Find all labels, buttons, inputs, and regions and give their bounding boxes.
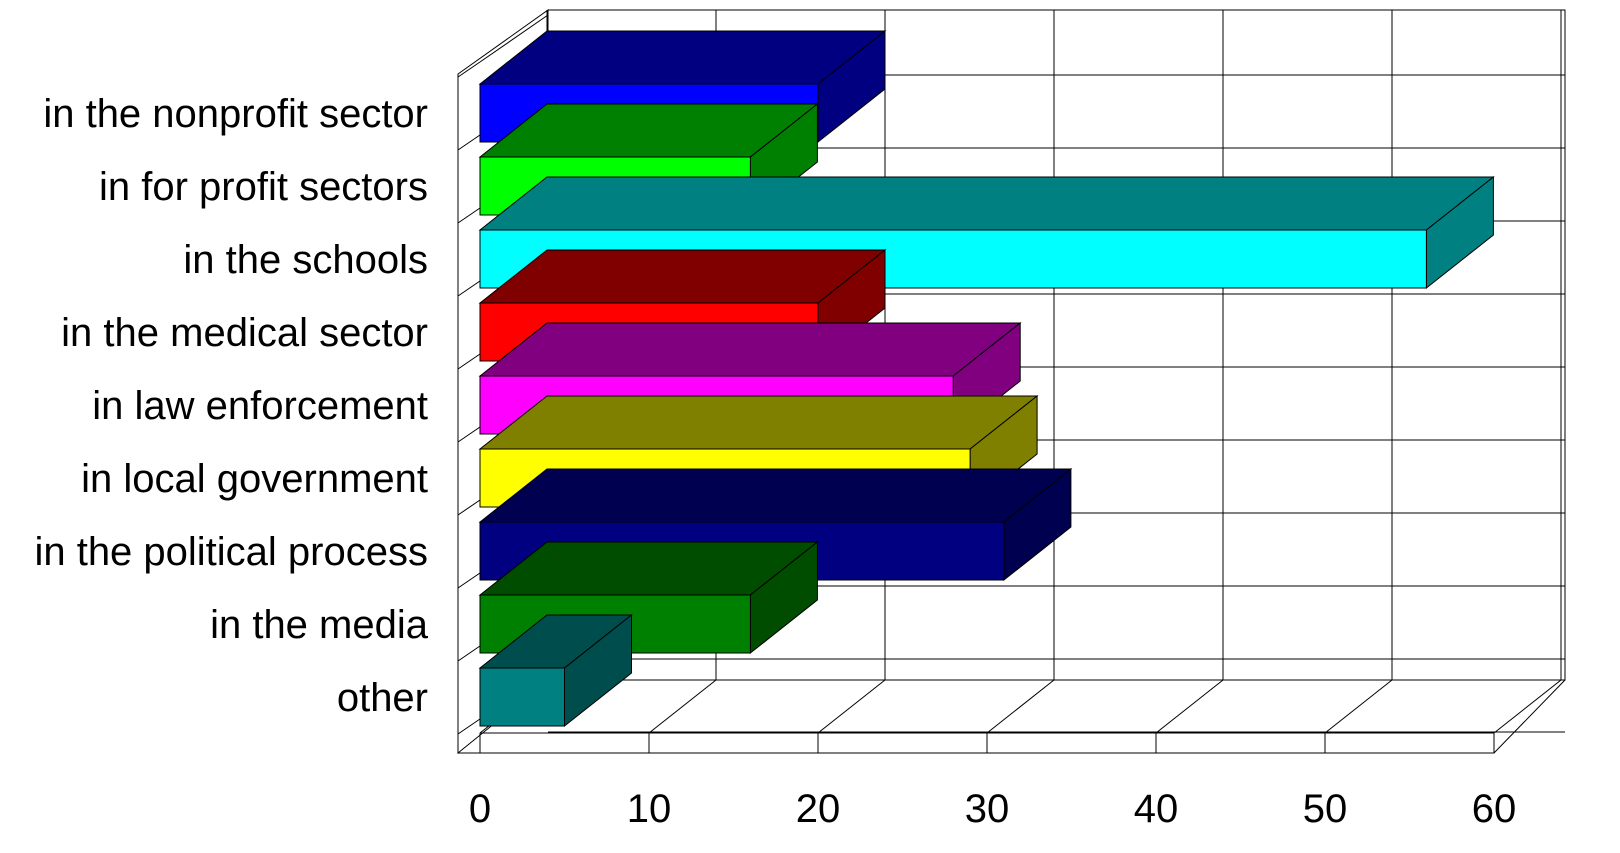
gridline-wall [457, 207, 481, 224]
bar-front-face [479, 667, 565, 727]
category-label: in the nonprofit sector [43, 92, 428, 136]
category-label: in local government [81, 457, 428, 501]
gridline-floor [986, 679, 1055, 734]
x-tick-label: 10 [627, 787, 672, 831]
bar [478, 613, 633, 728]
bar-top-face [478, 249, 887, 304]
chart-bars [478, 29, 1495, 728]
gridline-floor [817, 679, 886, 734]
x-tick-labels: 0 10 20 30 40 50 60 [469, 787, 1516, 831]
gridline-floor [648, 679, 717, 734]
bar-top-face [478, 468, 1073, 523]
x-tick-label: 0 [469, 787, 491, 831]
gridline-wall [457, 572, 481, 589]
gridline-wall [457, 353, 481, 370]
gridline-floor [1324, 679, 1393, 734]
bar-top-face [478, 30, 887, 85]
floor [458, 679, 1566, 754]
x-tick-label: 40 [1134, 787, 1179, 831]
back-wall [548, 9, 1566, 681]
gridline-wall [457, 718, 481, 735]
gridline-floor [1155, 679, 1224, 734]
x-tick-label: 50 [1303, 787, 1348, 831]
gridline-wall [457, 426, 481, 443]
category-labels: in the nonprofit sector in for profit sec… [34, 92, 428, 720]
category-label: in the media [210, 603, 429, 647]
gridline-wall [457, 499, 481, 516]
x-tick-label: 60 [1472, 787, 1517, 831]
x-tick-label: 30 [965, 787, 1010, 831]
category-label: in the schools [183, 238, 428, 282]
gridline-wall-depth [479, 14, 549, 63]
gridline-wall [457, 61, 481, 78]
category-label: in for profit sectors [99, 165, 428, 209]
category-label: in the political process [34, 530, 428, 574]
category-label: in the medical sector [61, 311, 428, 355]
bar-top-face [478, 176, 1495, 231]
gridline-floor [1493, 679, 1562, 734]
x-tick-label: 20 [796, 787, 841, 831]
category-label: other [337, 676, 428, 720]
gridline-wall [457, 134, 481, 151]
bar-top-face [478, 322, 1022, 377]
category-label: in law enforcement [92, 384, 428, 428]
gridline-wall [457, 645, 481, 662]
bar-top-face [478, 395, 1039, 450]
gridline-wall [457, 280, 481, 297]
